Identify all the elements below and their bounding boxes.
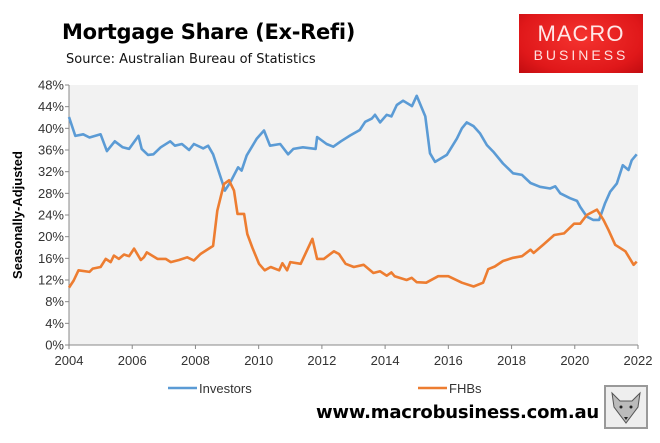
fox-sketch-icon: [604, 385, 648, 429]
x-tick-label: 2022: [624, 353, 653, 368]
y-tick-label: 44%: [38, 99, 64, 114]
chart-subtitle: Source: Australian Bureau of Statistics: [66, 52, 316, 67]
series-line-investors: [67, 94, 638, 222]
series-line-fhbs: [67, 179, 638, 289]
x-tick-label: 2010: [244, 353, 273, 368]
y-tick-label: 28%: [38, 186, 64, 201]
y-tick-label: 36%: [38, 143, 64, 158]
legend-label-investors: Investors: [199, 381, 252, 396]
x-tick-label: 2008: [181, 353, 210, 368]
y-axis-label: Seasonally-Adjusted: [10, 151, 25, 279]
legend-label-fhbs: FHBs: [449, 381, 482, 396]
logo-line2: BUSINESS: [533, 47, 629, 63]
x-tick-label: 2014: [371, 353, 400, 368]
x-tick-label: 2004: [55, 353, 84, 368]
footer-url: www.macrobusiness.com.au: [316, 402, 600, 423]
y-tick-label: 4%: [45, 316, 64, 331]
chart-title: Mortgage Share (Ex-Refi): [62, 20, 356, 44]
y-tick-label: 8%: [45, 294, 64, 309]
x-tick-label: 2012: [307, 353, 336, 368]
y-tick-label: 40%: [38, 121, 64, 136]
x-tick-label: 2016: [434, 353, 463, 368]
x-tick-label: 2020: [560, 353, 589, 368]
x-tick-label: 2018: [497, 353, 526, 368]
y-tick-label: 12%: [38, 273, 64, 288]
macrobusiness-logo: MACRO BUSINESS: [519, 14, 643, 73]
y-tick-label: 20%: [38, 229, 64, 244]
plot-area: [69, 85, 638, 345]
y-tick-label: 32%: [38, 164, 64, 179]
x-tick-label: 2006: [118, 353, 147, 368]
y-tick-label: 48%: [38, 78, 64, 93]
y-tick-label: 0%: [45, 338, 64, 353]
y-tick-label: 16%: [38, 251, 64, 266]
y-tick-label: 24%: [38, 208, 64, 223]
logo-line1: MACRO: [537, 21, 625, 46]
